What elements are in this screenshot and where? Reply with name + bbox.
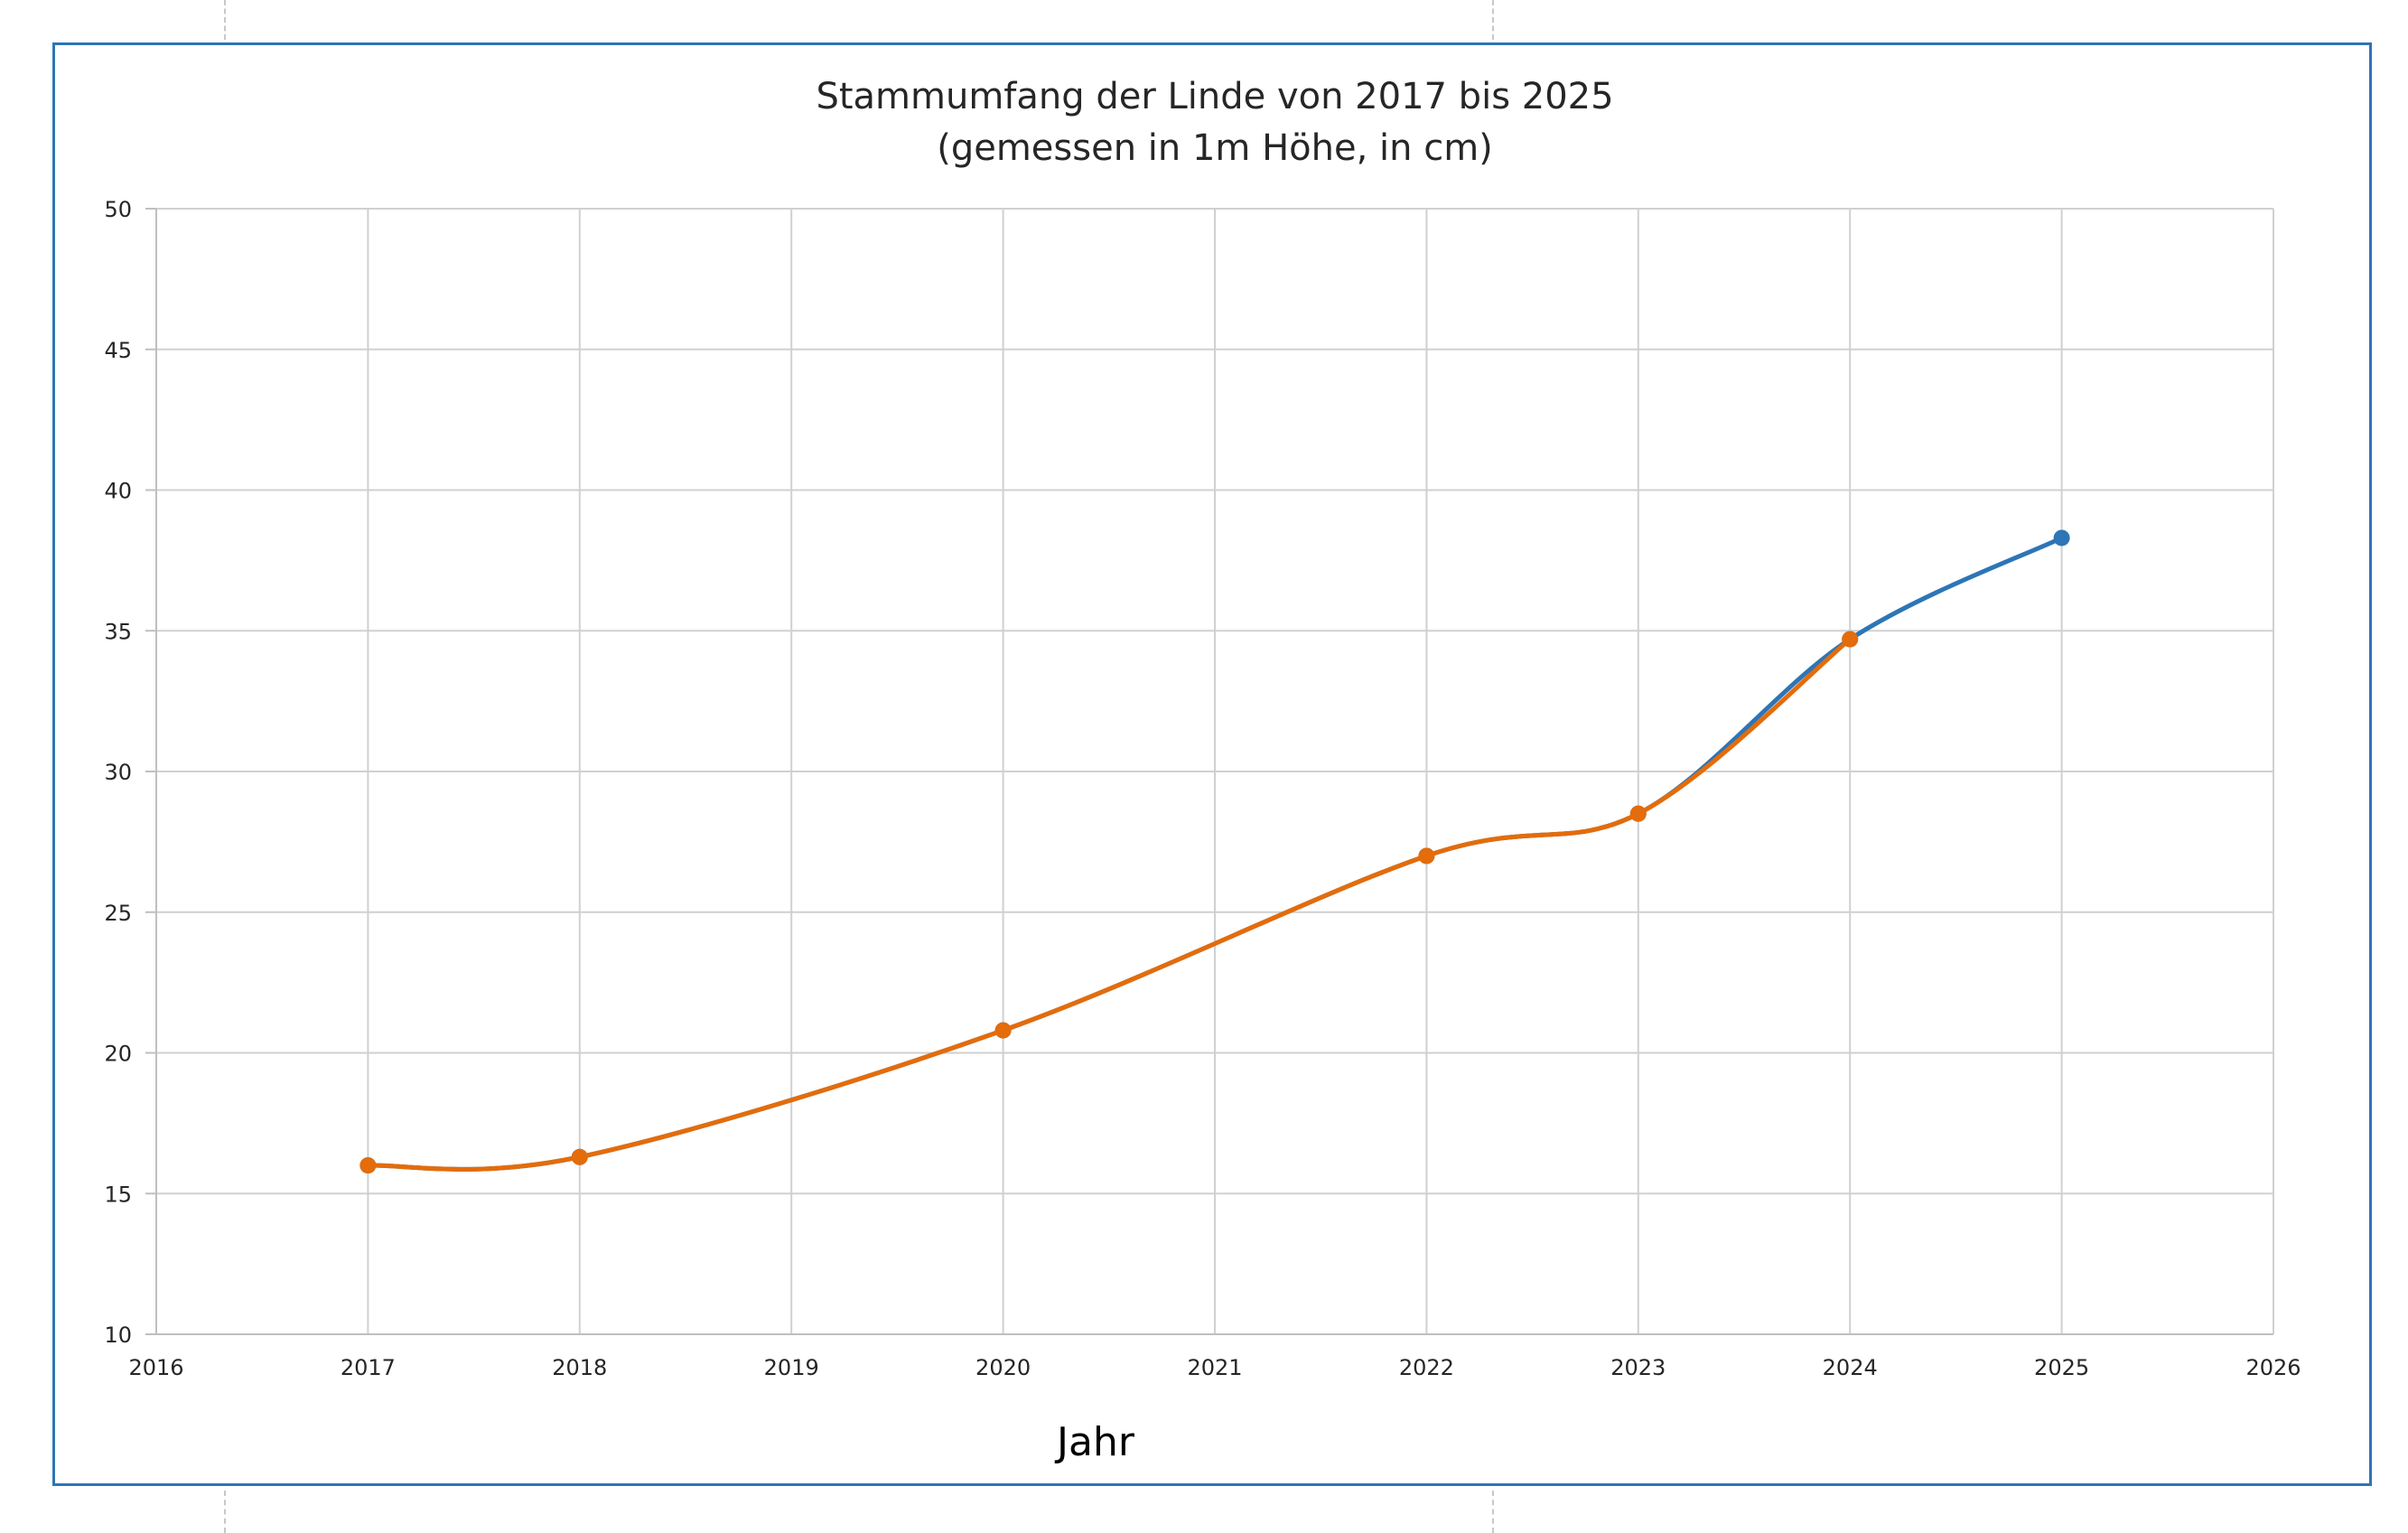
page-guide-top-right (1492, 0, 1494, 40)
grid (155, 208, 2274, 1335)
series-2 (359, 631, 1859, 1174)
series-group (359, 529, 2070, 1174)
chart-subtitle: (gemessen in 1m Höhe, in cm) (937, 127, 1493, 169)
chart-title: Stammumfang der Linde von 2017 bis 2025 (816, 76, 1613, 117)
x-tick-label: 2020 (975, 1355, 1031, 1380)
x-tick-label: 2022 (1399, 1355, 1454, 1380)
data-point (994, 1022, 1012, 1039)
x-tick-label: 2017 (341, 1355, 396, 1380)
y-tick-label: 40 (104, 479, 132, 504)
x-tick-label: 2021 (1187, 1355, 1242, 1380)
x-tick-label: 2018 (552, 1355, 607, 1380)
x-tick-label: 2026 (2245, 1355, 2301, 1380)
x-tick-label: 2025 (2034, 1355, 2089, 1380)
line-chart: 2016 2017 2018 2019 2020 2021 2022 2023 2024 2025… (104, 76, 2301, 1465)
y-tick-label: 50 (104, 197, 132, 222)
series-line (365, 637, 1853, 1172)
y-tick-label: 15 (104, 1182, 132, 1207)
x-tick-label: 2016 (128, 1355, 183, 1380)
y-tick-label: 10 (104, 1323, 132, 1348)
x-tick-label: 2024 (1823, 1355, 1878, 1380)
data-point (359, 1157, 377, 1174)
page-guide-bottom-right (1492, 1491, 1494, 1533)
axes (145, 208, 2273, 1335)
data-point (1418, 847, 1435, 865)
x-tick-label: 2023 (1610, 1355, 1666, 1380)
data-point (571, 1148, 588, 1165)
y-tick-label: 45 (104, 338, 132, 363)
y-tick-label: 25 (104, 901, 132, 926)
chart-frame: 2016 2017 2018 2019 2020 2021 2022 2023 2024 2025… (52, 42, 2372, 1486)
tick-labels: 2016 2017 2018 2019 2020 2021 2022 2023 2024 2025… (104, 197, 2301, 1380)
y-tick-label: 30 (104, 760, 132, 785)
page-guide-top-left (224, 0, 226, 40)
page-guide-bottom-left (224, 1491, 226, 1533)
data-point (1842, 631, 1859, 648)
x-tick-label: 2019 (764, 1355, 819, 1380)
y-tick-label: 35 (104, 619, 132, 644)
x-axis-label: Jahr (1054, 1419, 1135, 1465)
data-point (1629, 805, 1647, 822)
y-tick-label: 20 (104, 1042, 132, 1067)
data-point (2053, 529, 2070, 547)
